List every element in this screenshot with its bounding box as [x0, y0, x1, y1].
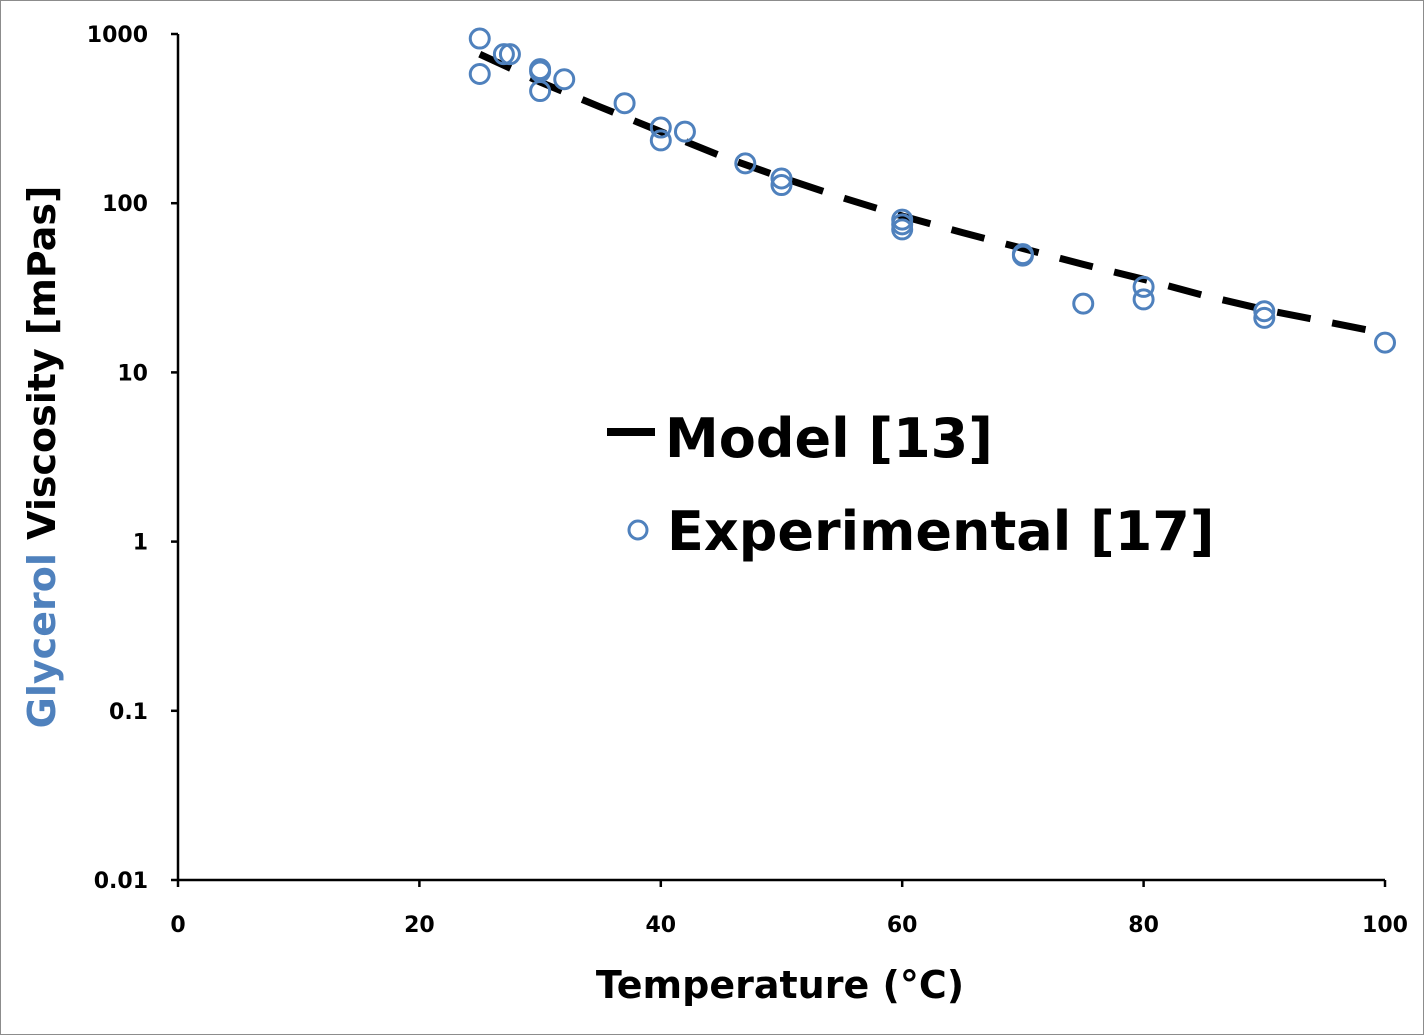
- y-tick-label: 0.01: [94, 869, 148, 894]
- experimental-point: [468, 63, 491, 86]
- experimental-point: [468, 27, 491, 50]
- axes: [176, 34, 1385, 882]
- y-axis-title: Glycerol Viscosity [mPas]: [20, 186, 64, 729]
- experimental-point: [673, 120, 696, 143]
- y-axis-title-highlight: Glycerol: [20, 553, 64, 728]
- experimental-point: [649, 116, 672, 139]
- experimental-point: [1253, 306, 1276, 329]
- experimental-point: [1253, 300, 1276, 323]
- experimental-point: [492, 43, 515, 66]
- experimental-point: [1011, 244, 1034, 267]
- experimental-point: [891, 218, 914, 241]
- experimental-point: [734, 152, 757, 175]
- experimental-point: [1132, 288, 1155, 311]
- experimental-point: [553, 68, 576, 91]
- legend-model-label: Model [13]: [665, 407, 993, 470]
- experimental-point: [1132, 275, 1155, 298]
- experimental-point: [498, 43, 521, 66]
- x-tick-label: 100: [1362, 913, 1408, 938]
- series-experimental-points: [468, 27, 1396, 354]
- x-tick-label: 20: [404, 913, 435, 938]
- experimental-point: [529, 58, 552, 81]
- y-axis-title-rest: Viscosity [mPas]: [20, 186, 64, 553]
- experimental-point: [770, 167, 793, 190]
- experimental-point: [1072, 292, 1095, 315]
- experimental-point: [770, 174, 793, 197]
- series-model-line: [478, 50, 1386, 337]
- x-tick-label: 60: [887, 913, 918, 938]
- ticks: 0 20 40 60 80 100 1000 100 10 1 0.1 0.01: [87, 23, 1408, 938]
- legend: Model [13] Experimental [17]: [607, 407, 1215, 563]
- x-axis-title: Temperature (°C): [596, 963, 964, 1007]
- experimental-point: [1374, 331, 1396, 354]
- experimental-point: [529, 80, 552, 103]
- experimental-point: [649, 129, 672, 152]
- legend-experimental-label: Experimental [17]: [667, 500, 1215, 563]
- y-tick-label: 1000: [87, 23, 148, 48]
- x-tick-label: 80: [1128, 913, 1159, 938]
- x-tick-label: 0: [170, 913, 185, 938]
- model-line: [478, 50, 1386, 337]
- y-tick-label: 100: [102, 192, 148, 217]
- legend-experimental-swatch: [627, 519, 649, 541]
- y-tick-label: 1: [133, 531, 148, 556]
- experimental-point: [613, 92, 636, 115]
- x-tick-label: 40: [645, 913, 676, 938]
- y-tick-label: 0.1: [109, 700, 148, 725]
- y-tick-label: 10: [117, 361, 148, 386]
